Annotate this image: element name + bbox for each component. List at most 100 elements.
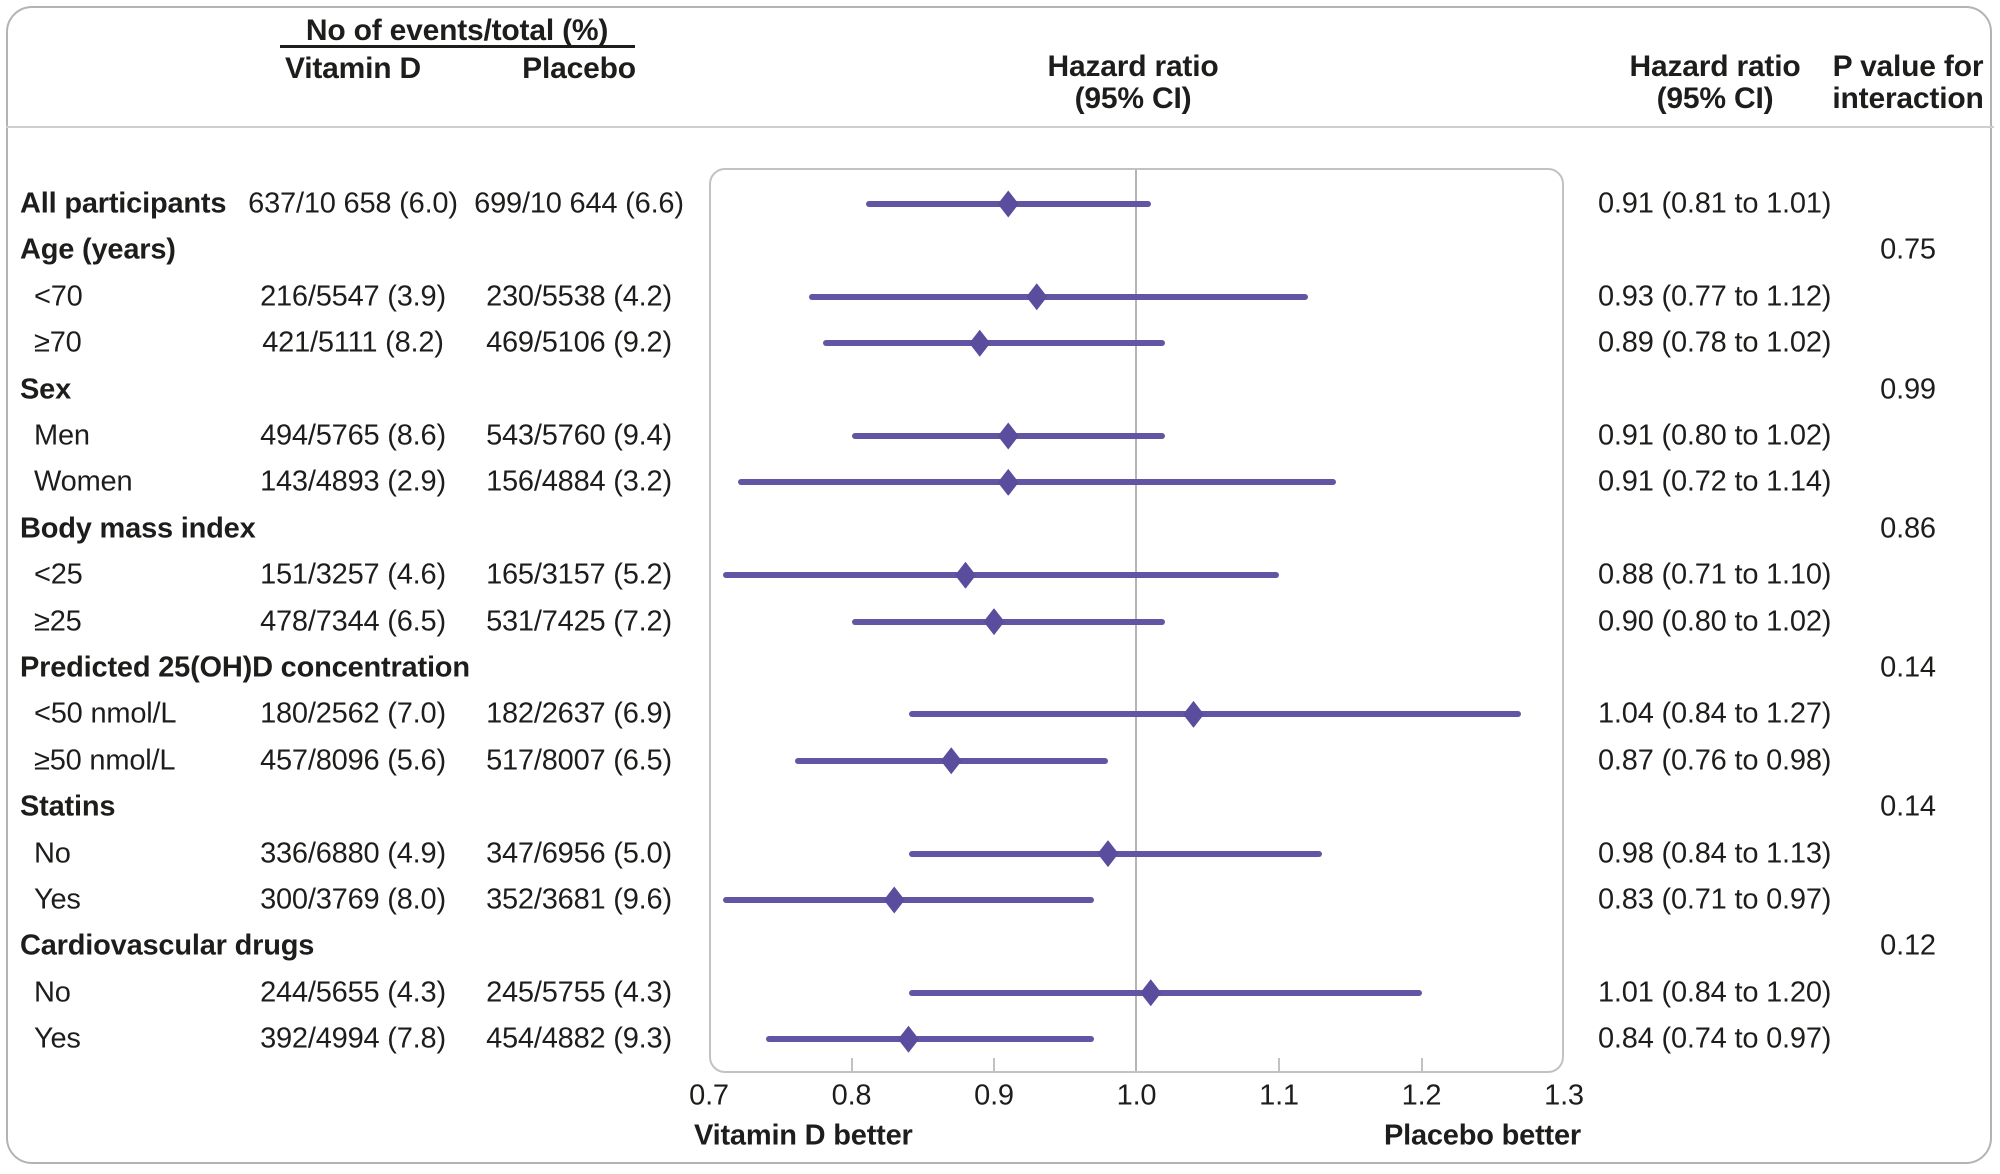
hazard-ratio-ci-text: 1.04 (0.84 to 1.27)	[1598, 697, 1832, 730]
hazard-ratio-ci-text: 0.89 (0.78 to 1.02)	[1598, 326, 1832, 359]
row-label: <70	[34, 280, 83, 313]
row-label: ≥25	[34, 605, 82, 638]
placebo-events-cell: 156/4884 (3.2)	[486, 465, 672, 498]
hazard-ratio-point-marker	[997, 190, 1019, 218]
p-value-for-interaction: 0.12	[1880, 929, 1936, 962]
vitamin-d-events-cell: 143/4893 (2.9)	[260, 465, 446, 498]
x-axis-tick-label: 0.9	[974, 1079, 1014, 1112]
x-axis-tick-mark	[993, 1058, 995, 1071]
hazard-ratio-point-marker	[1140, 979, 1162, 1007]
subgroup-header-label: Statins	[20, 790, 116, 823]
x-axis-tick-mark	[1278, 1058, 1280, 1071]
subgroup-header-label: Cardiovascular drugs	[20, 929, 315, 962]
hazard-ratio-point-marker	[883, 886, 905, 914]
hazard-ratio-ci-text: 0.98 (0.84 to 1.13)	[1598, 837, 1832, 870]
vitamin-d-events-cell: 478/7344 (6.5)	[260, 605, 446, 638]
vitamin-d-column-header: Vitamin D	[284, 52, 422, 85]
row-label: ≥50 nmol/L	[34, 744, 176, 777]
x-axis-tick-mark	[850, 1058, 853, 1071]
vitamin-d-events-cell: 494/5765 (8.6)	[260, 419, 446, 452]
hazard-ratio-ci-text: 0.83 (0.71 to 0.97)	[1598, 883, 1832, 916]
hazard-ratio-point-marker	[1026, 283, 1048, 311]
row-label: Yes	[34, 1022, 81, 1055]
placebo-column-header: Placebo	[522, 52, 636, 85]
placebo-events-cell: 454/4882 (9.3)	[486, 1022, 672, 1055]
vitamin-d-events-cell: 300/3769 (8.0)	[260, 883, 446, 916]
placebo-events-cell: 543/5760 (9.4)	[486, 419, 672, 452]
p-value-for-interaction: 0.14	[1880, 790, 1936, 823]
subgroup-header-label: Predicted 25(OH)D concentration	[20, 651, 470, 684]
vitamin-d-events-cell: 244/5655 (4.3)	[260, 976, 446, 1009]
placebo-events-cell: 699/10 644 (6.6)	[474, 187, 684, 220]
confidence-interval-line	[908, 711, 1522, 718]
right-direction-label: Placebo better	[1383, 1119, 1581, 1152]
vitamin-d-events-cell: 336/6880 (4.9)	[260, 837, 446, 870]
row-label: Yes	[34, 883, 81, 916]
row-label: <25	[34, 558, 83, 591]
hazard-ratio-point-marker	[983, 608, 1005, 636]
placebo-events-cell: 245/5755 (4.3)	[486, 976, 672, 1009]
hazard-ratio-point-marker	[1097, 840, 1119, 868]
plot-hazard-ratio-header-line2: (95% CI)	[1074, 82, 1192, 115]
row-label: No	[34, 976, 71, 1009]
hazard-ratio-ci-text: 0.91 (0.72 to 1.14)	[1598, 465, 1832, 498]
confidence-interval-line	[823, 340, 1165, 347]
placebo-events-cell: 182/2637 (6.9)	[486, 697, 672, 730]
hazard-ratio-ci-text: 0.91 (0.80 to 1.02)	[1598, 419, 1832, 452]
hazard-ratio-point-marker	[898, 1025, 919, 1053]
vitamin-d-events-cell: 457/8096 (5.6)	[260, 744, 446, 777]
x-axis-tick-label: 1.0	[1116, 1079, 1157, 1112]
x-axis-tick-label: 0.8	[831, 1079, 872, 1112]
hazard-ratio-point-marker	[997, 422, 1019, 450]
confidence-interval-line	[808, 293, 1308, 300]
hazard-ratio-ci-text: 0.90 (0.80 to 1.02)	[1598, 605, 1832, 638]
p-value-column-header-line2: interaction	[1832, 82, 1984, 115]
placebo-events-cell: 469/5106 (9.2)	[486, 326, 672, 359]
placebo-events-cell: 347/6956 (5.0)	[486, 837, 672, 870]
placebo-events-cell: 230/5538 (4.2)	[486, 280, 672, 313]
header-divider-line	[6, 126, 1994, 128]
hazard-ratio-ci-text: 0.88 (0.71 to 1.10)	[1598, 558, 1832, 591]
vitamin-d-events-cell: 392/4994 (7.8)	[260, 1022, 446, 1055]
hazard-ratio-ci-text: 1.01 (0.84 to 1.20)	[1598, 976, 1832, 1009]
p-value-for-interaction: 0.14	[1880, 651, 1936, 684]
confidence-interval-line	[908, 989, 1422, 996]
vitamin-d-events-cell: 637/10 658 (6.0)	[248, 187, 458, 220]
subgroup-header-label: Body mass index	[20, 512, 256, 545]
hazard-ratio-ci-text: 0.93 (0.77 to 1.12)	[1598, 280, 1832, 313]
events-header-underline	[280, 45, 635, 48]
vitamin-d-events-cell: 180/2562 (7.0)	[260, 697, 446, 730]
events-column-group-header: No of events/total (%)	[305, 14, 609, 47]
placebo-events-cell: 165/3157 (5.2)	[486, 558, 672, 591]
placebo-events-cell: 352/3681 (9.6)	[486, 883, 672, 916]
vitamin-d-events-cell: 421/5111 (8.2)	[262, 326, 444, 359]
confidence-interval-line	[723, 572, 1279, 579]
x-axis-tick-mark	[1420, 1058, 1423, 1071]
hazard-ratio-point-marker	[955, 561, 976, 589]
hr-text-column-header-line2: (95% CI)	[1656, 82, 1774, 115]
subgroup-header-label: Sex	[20, 373, 71, 406]
p-value-for-interaction: 0.86	[1880, 512, 1936, 545]
hazard-ratio-ci-text: 0.91 (0.81 to 1.01)	[1598, 187, 1832, 220]
row-label: All participants	[20, 187, 227, 220]
vitamin-d-events-cell: 216/5547 (3.9)	[260, 280, 446, 313]
row-label: Women	[34, 465, 133, 498]
row-label: <50 nmol/L	[34, 697, 177, 730]
confidence-interval-line	[766, 1036, 1094, 1043]
hr-text-column-header-line1: Hazard ratio	[1629, 50, 1801, 83]
plot-hazard-ratio-header-line1: Hazard ratio	[1047, 50, 1219, 83]
p-value-for-interaction: 0.99	[1880, 373, 1936, 406]
placebo-events-cell: 517/8007 (6.5)	[486, 744, 672, 777]
subgroup-header-label: Age (years)	[20, 233, 176, 266]
hazard-ratio-ci-text: 0.87 (0.76 to 0.98)	[1598, 744, 1832, 777]
hazard-ratio-point-marker	[969, 329, 991, 357]
x-axis-tick-label: 1.1	[1259, 1079, 1299, 1112]
x-axis-tick-label: 0.7	[689, 1079, 729, 1112]
placebo-events-cell: 531/7425 (7.2)	[486, 605, 672, 638]
hazard-ratio-ci-text: 0.84 (0.74 to 0.97)	[1598, 1022, 1832, 1055]
confidence-interval-line	[737, 479, 1336, 486]
row-label: No	[34, 837, 71, 870]
confidence-interval-line	[723, 897, 1094, 903]
hazard-ratio-point-marker	[997, 468, 1019, 496]
x-axis-tick-label: 1.2	[1401, 1079, 1442, 1112]
